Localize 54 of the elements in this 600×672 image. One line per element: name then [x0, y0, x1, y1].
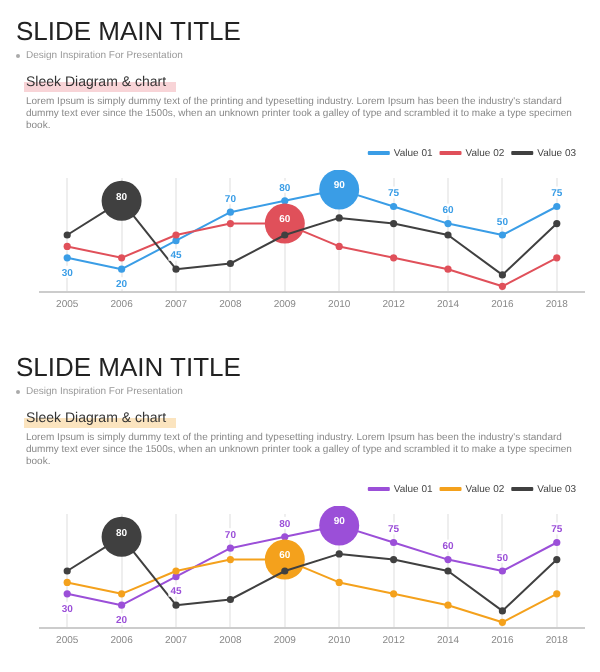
point: [444, 556, 452, 564]
point: [281, 533, 289, 541]
point: [118, 254, 126, 262]
point: [444, 601, 452, 609]
point: [172, 231, 180, 239]
point: [226, 544, 234, 552]
point: [498, 271, 506, 279]
point: [444, 567, 452, 575]
point: [498, 618, 506, 626]
point: [172, 265, 180, 273]
point: [335, 550, 343, 558]
point: [444, 231, 452, 239]
point: [63, 242, 71, 250]
point: [553, 538, 561, 547]
point: [281, 567, 289, 575]
point: [553, 220, 561, 228]
point: [498, 607, 506, 615]
point: [390, 254, 398, 262]
point: [63, 578, 71, 586]
point: [335, 242, 343, 250]
point: [281, 197, 289, 205]
point: [172, 601, 180, 609]
point: [118, 590, 126, 598]
point: [498, 282, 506, 290]
point: [390, 202, 398, 211]
point: [226, 208, 234, 216]
point: [498, 567, 506, 575]
point: [226, 220, 234, 228]
point: [390, 538, 398, 547]
point: [553, 590, 561, 598]
point: [172, 567, 180, 575]
point: [226, 556, 234, 564]
point: [281, 231, 289, 239]
point: [63, 231, 71, 239]
point: [335, 214, 343, 222]
point: [553, 556, 561, 564]
point: [63, 590, 71, 598]
point: [390, 590, 398, 598]
point: [63, 567, 71, 575]
point: [444, 220, 452, 228]
chart-title: SLIDE MAIN TITLE: [16, 352, 243, 382]
point: [63, 254, 71, 262]
point: [118, 601, 126, 609]
point: [553, 202, 561, 211]
point: [118, 265, 126, 273]
point: [226, 259, 234, 268]
point: [444, 265, 452, 273]
point: [226, 595, 234, 604]
point: [498, 231, 506, 239]
point: [390, 220, 398, 228]
chart-title: SLIDE MAIN TITLE: [16, 16, 243, 46]
point: [553, 254, 561, 262]
point: [390, 556, 398, 564]
point: [335, 578, 343, 586]
